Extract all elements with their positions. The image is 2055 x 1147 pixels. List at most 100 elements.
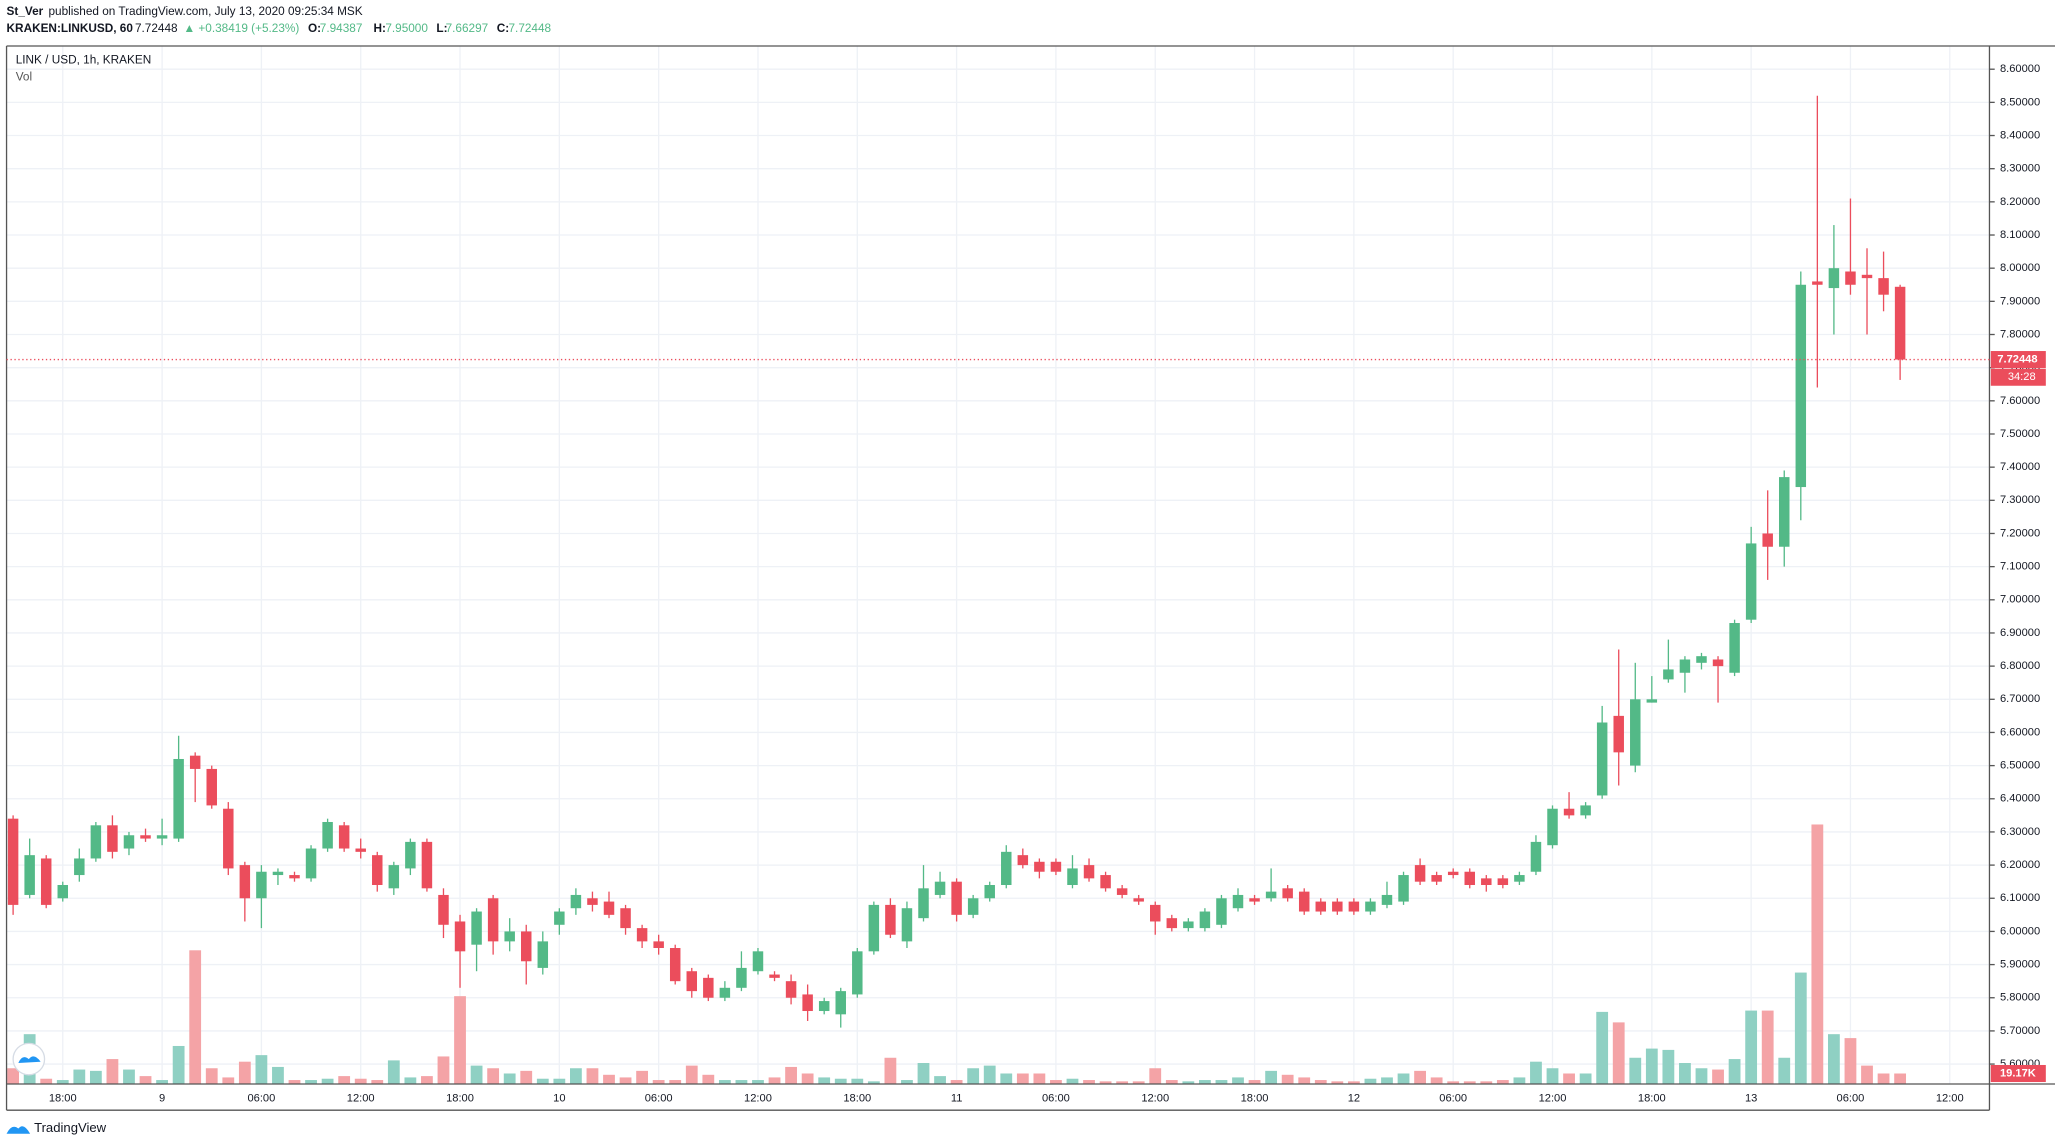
candle-body: [1166, 918, 1178, 929]
countdown-box: [1990, 368, 2046, 386]
volume-bar: [1662, 1049, 1675, 1084]
y-tick-label: 6.70000: [2000, 693, 2040, 705]
y-tick-label: 7.50000: [2000, 428, 2040, 440]
candle-body: [653, 941, 664, 949]
volume-bar: [851, 1078, 864, 1084]
candle-body: [1812, 281, 1823, 285]
volume-bar: [1513, 1077, 1526, 1084]
candle-body: [289, 875, 300, 879]
volume-bar: [1447, 1081, 1460, 1084]
candle-body: [156, 835, 168, 839]
y-tick-label: 7.10000: [2000, 561, 2040, 573]
volume-bar: [685, 1065, 698, 1084]
chart-title: LINK / USD, 1h, KRAKEN: [16, 54, 152, 67]
footer-icon: [6, 1126, 31, 1134]
volume-bar: [1679, 1063, 1691, 1084]
y-tick-label: 8.60000: [2000, 63, 2040, 75]
volume-bar: [404, 1077, 417, 1084]
volume-bar: [1132, 1081, 1145, 1084]
volume-bar: [1894, 1073, 1907, 1084]
volume-bar: [1563, 1073, 1575, 1084]
candle-body: [1878, 278, 1889, 295]
candle-body: [835, 991, 846, 1015]
volume-bar: [1695, 1068, 1708, 1084]
x-tick-label: 18:00: [49, 1092, 77, 1104]
candle-body: [1431, 875, 1442, 882]
y-tick-label: 7.40000: [2000, 461, 2040, 473]
candle-body: [967, 898, 979, 915]
candle-body: [223, 808, 234, 869]
volume-bar: [255, 1055, 268, 1084]
candle-body: [918, 888, 929, 919]
volume-bar: [305, 1080, 317, 1084]
volume-bar: [1728, 1059, 1741, 1084]
volume-bar: [1182, 1081, 1195, 1084]
candle-body: [1745, 543, 1757, 620]
candle-body: [239, 865, 251, 899]
candle-body: [487, 898, 499, 942]
last-price: 7.72448: [135, 22, 178, 35]
candle-body: [1795, 284, 1807, 488]
volume-bar: [1199, 1080, 1211, 1084]
volume-label-box: [1990, 1064, 2046, 1083]
candle-body: [454, 921, 466, 952]
volume-bar: [106, 1059, 119, 1084]
candle-body: [1646, 699, 1658, 703]
candle-body: [57, 884, 69, 899]
volume-bar: [586, 1068, 599, 1084]
candle-body: [1365, 901, 1376, 912]
volume-bar: [702, 1074, 715, 1084]
logo: TradingView: [6, 1042, 107, 1135]
published: published on TradingView.com, July 13, 2…: [48, 5, 362, 18]
candle-body: [1630, 699, 1641, 766]
volume-bar: [1331, 1081, 1344, 1084]
candle-body: [1083, 865, 1095, 879]
y-tick-label: 8.50000: [2000, 96, 2040, 108]
x-tick-label: 06:00: [1439, 1092, 1467, 1104]
volume-bar: [1794, 972, 1807, 1084]
high-label: H:: [374, 22, 386, 35]
volume-bar: [1099, 1081, 1112, 1084]
volume-bar: [1149, 1068, 1162, 1084]
candle-body: [1282, 888, 1293, 899]
candle-body: [852, 951, 863, 995]
candle-body: [421, 841, 433, 889]
volume-bar: [1645, 1048, 1658, 1084]
close-label: C:: [497, 22, 509, 35]
candle-body: [686, 971, 698, 992]
x-tick-label: 10: [553, 1092, 565, 1104]
x-tick-label: 06:00: [645, 1092, 673, 1104]
volume-bar: [1298, 1077, 1311, 1084]
y-tick-label: 6.60000: [2000, 726, 2040, 738]
y-tick-label: 5.90000: [2000, 959, 2040, 971]
candle-body: [1497, 878, 1509, 885]
volume-bar: [636, 1070, 649, 1084]
last-price-label: 7.72448: [1997, 353, 2037, 365]
candle-body: [1861, 274, 1873, 279]
candle-body: [984, 884, 995, 899]
candle-body: [587, 898, 598, 905]
candle-body: [140, 835, 151, 839]
candle-body: [1696, 656, 1707, 663]
volume-bar: [1397, 1073, 1410, 1084]
volume-bar: [1778, 1057, 1791, 1084]
volume-bar: [1430, 1077, 1443, 1084]
candle-body: [802, 994, 813, 1012]
candle-body: [189, 755, 201, 769]
volume-bar: [1066, 1078, 1079, 1084]
candle-body: [1133, 898, 1144, 902]
volume-bar: [1215, 1080, 1228, 1084]
candle-body: [818, 1001, 830, 1012]
volume-bar: [1861, 1065, 1873, 1084]
x-tick-label: 12:00: [1141, 1092, 1169, 1104]
x-tick-label: 9: [159, 1092, 165, 1104]
candle-body: [1332, 901, 1343, 912]
candle-body: [1414, 865, 1426, 882]
y-tick-label: 8.30000: [2000, 163, 2040, 175]
candle-body: [1547, 808, 1558, 846]
y-tick-label: 8.40000: [2000, 129, 2040, 141]
volume-bar: [785, 1066, 797, 1084]
volume-bar: [1232, 1077, 1244, 1084]
